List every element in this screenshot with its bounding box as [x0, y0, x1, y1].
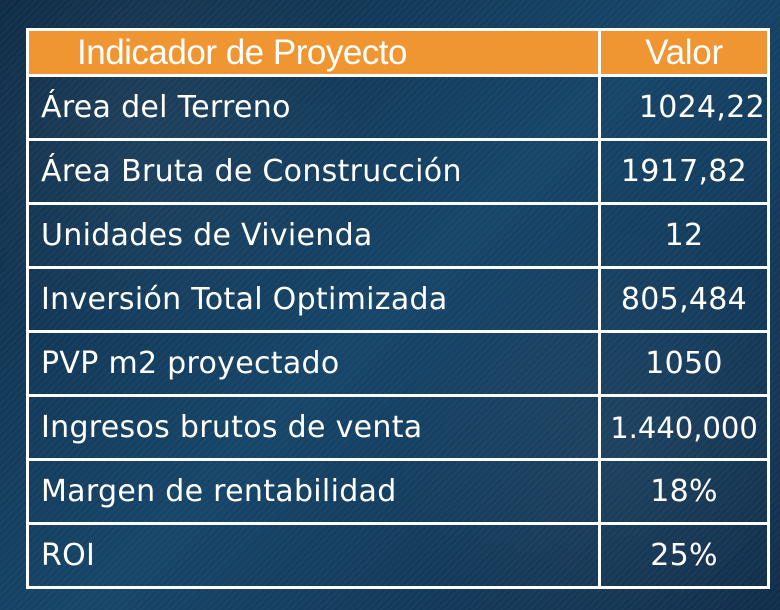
- indicator-cell: Área Bruta de Construcción: [26, 138, 601, 205]
- table-row: Área del Terreno 1024,22: [26, 74, 770, 141]
- table-row: Ingresos brutos de venta 1.440,000: [26, 394, 770, 461]
- indicator-cell: Inversión Total Optimizada: [26, 266, 601, 333]
- value-cell: 805,484: [598, 266, 770, 333]
- indicator-cell: ROI: [26, 522, 601, 589]
- value-cell: 1024,22: [598, 74, 770, 141]
- value-cell: 12: [598, 202, 770, 269]
- value-cell: 25%: [598, 522, 770, 589]
- table-row: PVP m2 proyectado 1050: [26, 330, 770, 397]
- indicator-cell: Unidades de Vivienda: [26, 202, 601, 269]
- value-cell: 1917,82: [598, 138, 770, 205]
- indicator-cell: PVP m2 proyectado: [26, 330, 601, 397]
- table-row: Inversión Total Optimizada 805,484: [26, 266, 770, 333]
- indicator-value-table: Indicador de Proyecto Valor Área del Ter…: [26, 28, 770, 589]
- value-column-header: Valor: [598, 28, 770, 77]
- indicator-column-header: Indicador de Proyecto: [26, 28, 601, 77]
- table-row: Área Bruta de Construcción 1917,82: [26, 138, 770, 205]
- value-cell: 1.440,000: [598, 394, 770, 461]
- header-row: Indicador de Proyecto Valor: [26, 28, 770, 77]
- table-row: Margen de rentabilidad 18%: [26, 458, 770, 525]
- table-row: ROI 25%: [26, 522, 770, 589]
- value-cell: 1050: [598, 330, 770, 397]
- table-row: Unidades de Vivienda 12: [26, 202, 770, 269]
- table-body: Área del Terreno 1024,22 Área Bruta de C…: [26, 74, 770, 589]
- value-cell: 18%: [598, 458, 770, 525]
- indicator-cell: Área del Terreno: [26, 74, 601, 141]
- indicator-cell: Margen de rentabilidad: [26, 458, 601, 525]
- indicator-cell: Ingresos brutos de venta: [26, 394, 601, 461]
- project-indicators-table: Indicador de Proyecto Valor Área del Ter…: [26, 28, 770, 589]
- table-header: Indicador de Proyecto Valor: [26, 28, 770, 77]
